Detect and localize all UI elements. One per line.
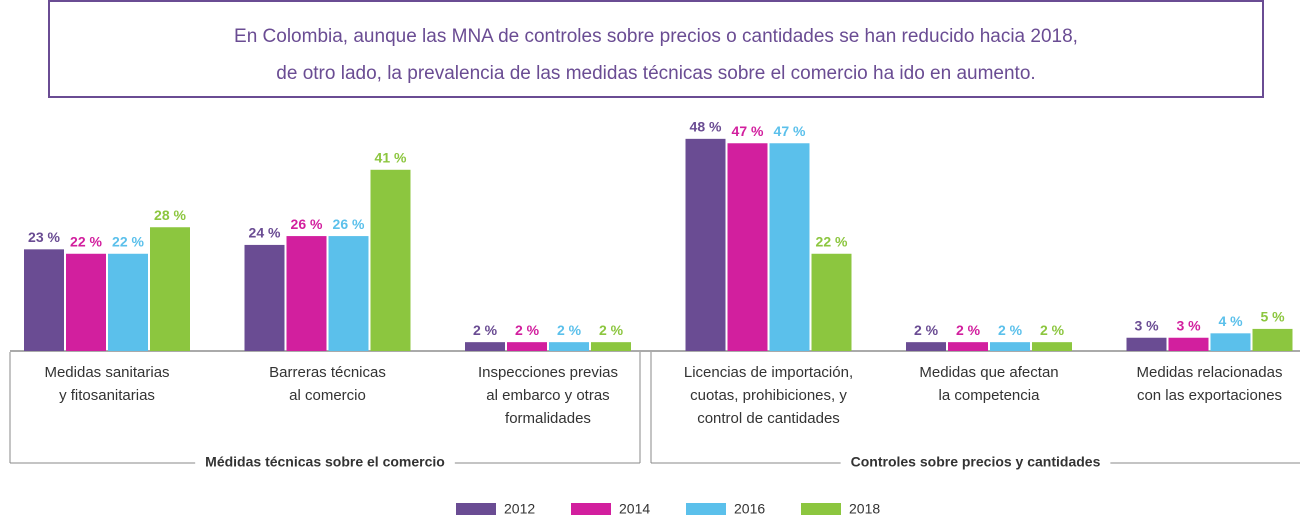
bar [990, 342, 1030, 351]
title-box [48, 0, 1264, 98]
legend-label: 2018 [849, 501, 880, 517]
data-label: 2 % [599, 322, 624, 338]
bar [1210, 333, 1251, 351]
bar [507, 342, 547, 351]
data-label: 47 % [774, 123, 806, 139]
bar [370, 169, 411, 351]
data-label: 2 % [557, 322, 582, 338]
data-label: 22 % [816, 233, 848, 249]
bar [1168, 337, 1209, 351]
group-label: Médidas técnicas sobre el comercio [205, 454, 445, 470]
data-label: 48 % [690, 119, 722, 135]
data-label: 5 % [1260, 309, 1285, 325]
legend-label: 2012 [504, 501, 535, 517]
data-label: 2 % [473, 322, 498, 338]
x-tick-label: Licencias de importación, [684, 364, 853, 381]
data-label: 47 % [732, 123, 764, 139]
data-label: 22 % [70, 233, 102, 249]
bar [66, 253, 106, 351]
chart-title: de otro lado, la prevalencia de las medi… [276, 63, 1035, 84]
bar [244, 244, 285, 351]
x-tick-label: cuotas, prohibiciones, y [690, 387, 847, 404]
bar [1252, 328, 1293, 351]
legend-swatch [571, 503, 611, 515]
bar [1126, 337, 1167, 351]
bar [685, 138, 726, 351]
bar [286, 236, 327, 351]
x-tick-label: control de cantidades [697, 410, 840, 427]
legend-label: 2014 [619, 501, 650, 517]
data-label: 22 % [112, 233, 144, 249]
data-label: 26 % [333, 216, 365, 232]
x-tick-label: formalidades [505, 410, 591, 427]
x-tick-label: con las exportaciones [1137, 387, 1282, 404]
bar [549, 342, 589, 351]
x-tick-label: al embarco y otras [486, 387, 609, 404]
x-tick-label: Inspecciones previas [478, 364, 618, 381]
data-label: 2 % [914, 322, 939, 338]
data-label: 23 % [28, 229, 60, 245]
x-tick-label: al comercio [289, 387, 366, 404]
data-label: 26 % [291, 216, 323, 232]
bar [906, 342, 946, 351]
bar [948, 342, 988, 351]
bar [328, 236, 369, 351]
bar [1032, 342, 1072, 351]
data-label: 2 % [956, 322, 981, 338]
x-tick-label: Medidas relacionadas [1137, 364, 1283, 381]
legend-swatch [801, 503, 841, 515]
data-label: 41 % [375, 149, 407, 165]
data-label: 4 % [1218, 313, 1243, 329]
data-label: 2 % [998, 322, 1023, 338]
group-label: Controles sobre precios y cantidades [851, 454, 1101, 470]
legend-swatch [686, 503, 726, 515]
data-label: 28 % [154, 207, 186, 223]
bar [811, 253, 852, 351]
bar [465, 342, 505, 351]
bar [24, 249, 64, 351]
x-tick-label: Medidas sanitarias [44, 364, 169, 381]
chart-title: En Colombia, aunque las MNA de controles… [234, 26, 1078, 47]
x-tick-label: la competencia [939, 387, 1041, 404]
legend-swatch [456, 503, 496, 515]
bar [591, 342, 631, 351]
x-tick-label: Barreras técnicas [269, 364, 386, 381]
bar [150, 227, 190, 351]
data-label: 3 % [1134, 317, 1159, 333]
x-tick-label: Medidas que afectan [919, 364, 1058, 381]
x-tick-label: y fitosanitarias [59, 387, 155, 404]
bar [769, 143, 810, 351]
data-label: 2 % [1040, 322, 1065, 338]
data-label: 24 % [249, 225, 281, 241]
data-label: 2 % [515, 322, 540, 338]
bar [108, 253, 148, 351]
legend-label: 2016 [734, 501, 765, 517]
bar [727, 143, 768, 351]
data-label: 3 % [1176, 317, 1201, 333]
